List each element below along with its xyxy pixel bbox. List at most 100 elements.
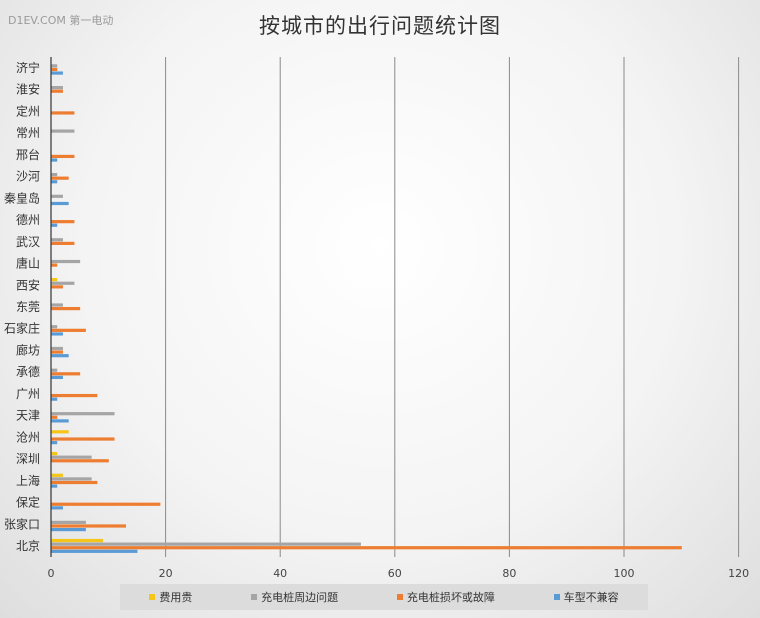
legend-label: 费用贵 — [159, 591, 193, 604]
y-category-label: 北京 — [16, 539, 40, 553]
bar-2 — [51, 502, 161, 506]
y-category-label: 邢台 — [16, 147, 40, 162]
y-category-label: 东莞 — [16, 300, 40, 314]
bar-1 — [51, 325, 58, 329]
y-category-label: 沧州 — [16, 429, 40, 444]
bar-2 — [51, 241, 75, 245]
legend-item: 费用贵 — [149, 589, 192, 605]
bar-1 — [51, 172, 58, 177]
legend-label: 车型不兼容 — [563, 591, 619, 604]
bar-2 — [51, 263, 58, 267]
bar-3 — [51, 527, 86, 532]
bar-1 — [51, 64, 58, 68]
y-category-label: 石家庄 — [4, 321, 40, 336]
bar-3 — [51, 71, 63, 75]
y-category-label: 广州 — [16, 387, 40, 401]
bar-1 — [51, 86, 63, 90]
watermark: D1EV.COM 第一电动 — [8, 14, 114, 27]
y-category-label: 德州 — [16, 212, 40, 227]
y-category-label: 廊坊 — [16, 342, 40, 357]
legend-item: 充电桩损坏或故障 — [396, 589, 495, 605]
bar-1 — [51, 281, 75, 285]
bar-0 — [51, 278, 58, 282]
bar-2 — [51, 307, 81, 311]
bar-2 — [51, 176, 69, 180]
bar-1 — [51, 542, 361, 546]
y-category-label: 保定 — [16, 495, 40, 510]
x-tick-label: 40 — [273, 567, 287, 580]
bar-1 — [51, 259, 81, 264]
y-category-label: 淮安 — [16, 82, 40, 97]
x-tick-label: 60 — [388, 567, 402, 580]
x-tick-label: 20 — [159, 567, 173, 580]
legend-swatch — [149, 594, 156, 600]
bar-2 — [51, 415, 58, 419]
bar-3 — [51, 397, 58, 401]
bar-1 — [51, 520, 86, 524]
y-category-label: 上海 — [16, 473, 40, 488]
chart-legend: 费用贵 充电桩周边问题 充电桩损坏或故障 车型不兼容 — [120, 584, 648, 610]
bar-1 — [51, 303, 63, 307]
legend-label: 充电桩周边问题 — [261, 591, 339, 604]
bar-0 — [51, 430, 69, 434]
bar-1 — [51, 477, 92, 481]
y-category-label: 天津 — [16, 409, 40, 423]
y-category-label: 定州 — [16, 103, 40, 118]
bar-1 — [51, 194, 63, 198]
x-tick-label: 120 — [728, 567, 749, 580]
bar-2 — [51, 154, 75, 159]
bar-3 — [51, 441, 58, 445]
y-category-label: 济宁 — [16, 60, 40, 75]
bar-1 — [51, 412, 115, 416]
bar-2 — [51, 393, 98, 398]
x-tick-label: 0 — [48, 567, 55, 580]
bar-2 — [51, 546, 682, 550]
bar-2 — [51, 220, 75, 224]
legend-item: 充电桩周边问题 — [251, 589, 338, 605]
legend-label: 充电桩损坏或故障 — [406, 591, 495, 604]
y-category-label: 常州 — [16, 126, 40, 140]
bar-3 — [51, 549, 138, 553]
y-category-label: 武汉 — [16, 235, 40, 249]
bar-1 — [51, 455, 92, 459]
chart-title: 按城市的出行问题统计图 — [259, 14, 501, 38]
bar-0 — [51, 473, 63, 477]
bar-2 — [51, 111, 75, 115]
y-category-label: 秦皇岛 — [4, 190, 40, 205]
legend-item: 车型不兼容 — [553, 589, 619, 605]
bar-2 — [51, 459, 109, 463]
bar-3 — [51, 223, 58, 227]
bar-3 — [51, 419, 69, 423]
bar-3 — [51, 332, 63, 336]
bar-2 — [51, 89, 63, 93]
y-category-label: 深圳 — [16, 452, 40, 466]
bar-2 — [51, 372, 81, 376]
legend-swatch — [553, 594, 560, 600]
bar-2 — [51, 67, 58, 72]
bar-1 — [51, 346, 63, 351]
y-category-label: 承德 — [16, 364, 40, 379]
bar-0 — [51, 538, 104, 543]
bar-2 — [51, 285, 63, 289]
legend-swatch — [396, 594, 403, 600]
bar-1 — [51, 129, 75, 133]
bar-2 — [51, 350, 63, 354]
y-category-label: 张家口 — [4, 516, 40, 531]
y-category-label: 西安 — [16, 277, 40, 292]
bar-3 — [51, 158, 58, 162]
legend-swatch — [251, 594, 258, 600]
bar-3 — [51, 506, 63, 510]
x-tick-label: 80 — [502, 567, 516, 580]
y-category-label: 唐山 — [16, 256, 40, 271]
bar-0 — [51, 451, 58, 456]
bar-2 — [51, 480, 98, 485]
bar-2 — [51, 437, 115, 441]
bar-3 — [51, 201, 69, 206]
bar-2 — [51, 328, 86, 332]
y-category-label: 沙河 — [16, 170, 40, 184]
bar-2 — [51, 524, 126, 528]
bar-3 — [51, 375, 63, 380]
bar-3 — [51, 180, 58, 184]
bar-1 — [51, 238, 63, 242]
